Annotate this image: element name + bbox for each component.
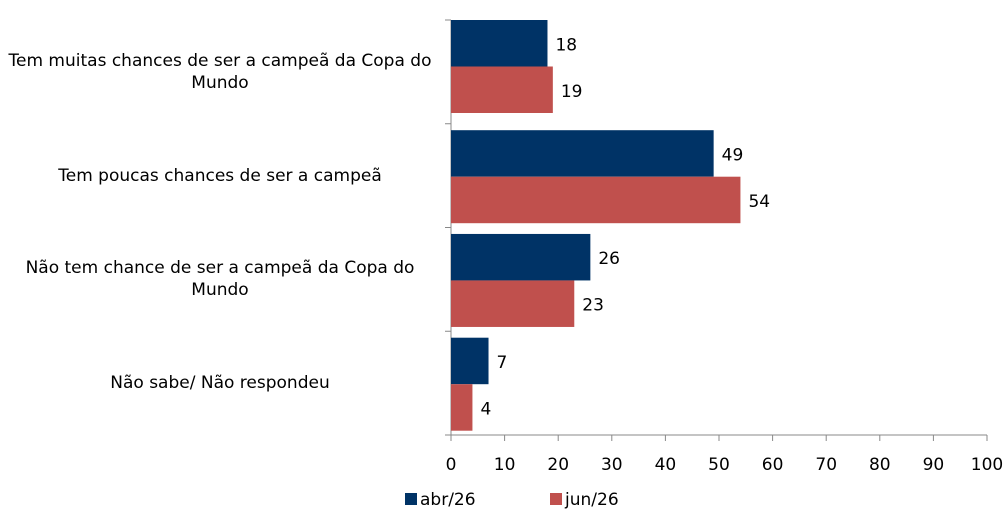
x-tick-label: 80 [869, 455, 891, 475]
value-label: 26 [598, 249, 620, 269]
x-tick-label: 40 [655, 455, 677, 475]
bar [451, 337, 489, 385]
category-label: Não tem chance de ser a campeã da Copa d… [25, 258, 415, 301]
bar [451, 176, 741, 224]
bar [451, 130, 714, 177]
category-label: Tem poucas chances de ser a campeã [58, 165, 382, 186]
x-tick-label: 30 [601, 455, 623, 475]
value-label: 19 [561, 82, 583, 102]
x-tick-label: 10 [494, 455, 516, 475]
legend-swatch [550, 493, 562, 505]
x-tick-label: 50 [708, 455, 730, 475]
category-label: Tem muitas chances de ser a campeã da Co… [8, 50, 432, 93]
x-tick-label: 70 [815, 455, 837, 475]
bar [451, 233, 591, 281]
category-label: Não sabe/ Não respondeu [110, 373, 330, 394]
value-label: 7 [497, 353, 508, 373]
value-label: 49 [722, 145, 744, 165]
x-tick-label: 100 [971, 455, 1003, 475]
x-tick-label: 90 [923, 455, 945, 475]
value-label: 54 [748, 192, 770, 212]
bar [451, 20, 548, 67]
legend-label: jun/26 [564, 490, 619, 510]
bar [451, 280, 575, 327]
value-label: 18 [555, 35, 577, 55]
value-label: 4 [480, 399, 491, 419]
x-tick-label: 60 [762, 455, 784, 475]
bar [451, 66, 553, 113]
x-tick-label: 0 [446, 455, 457, 475]
legend-swatch [405, 493, 417, 505]
legend-label: abr/26 [420, 490, 476, 510]
x-tick-label: 20 [547, 455, 569, 475]
value-label: 23 [582, 296, 604, 316]
bar [451, 384, 473, 431]
